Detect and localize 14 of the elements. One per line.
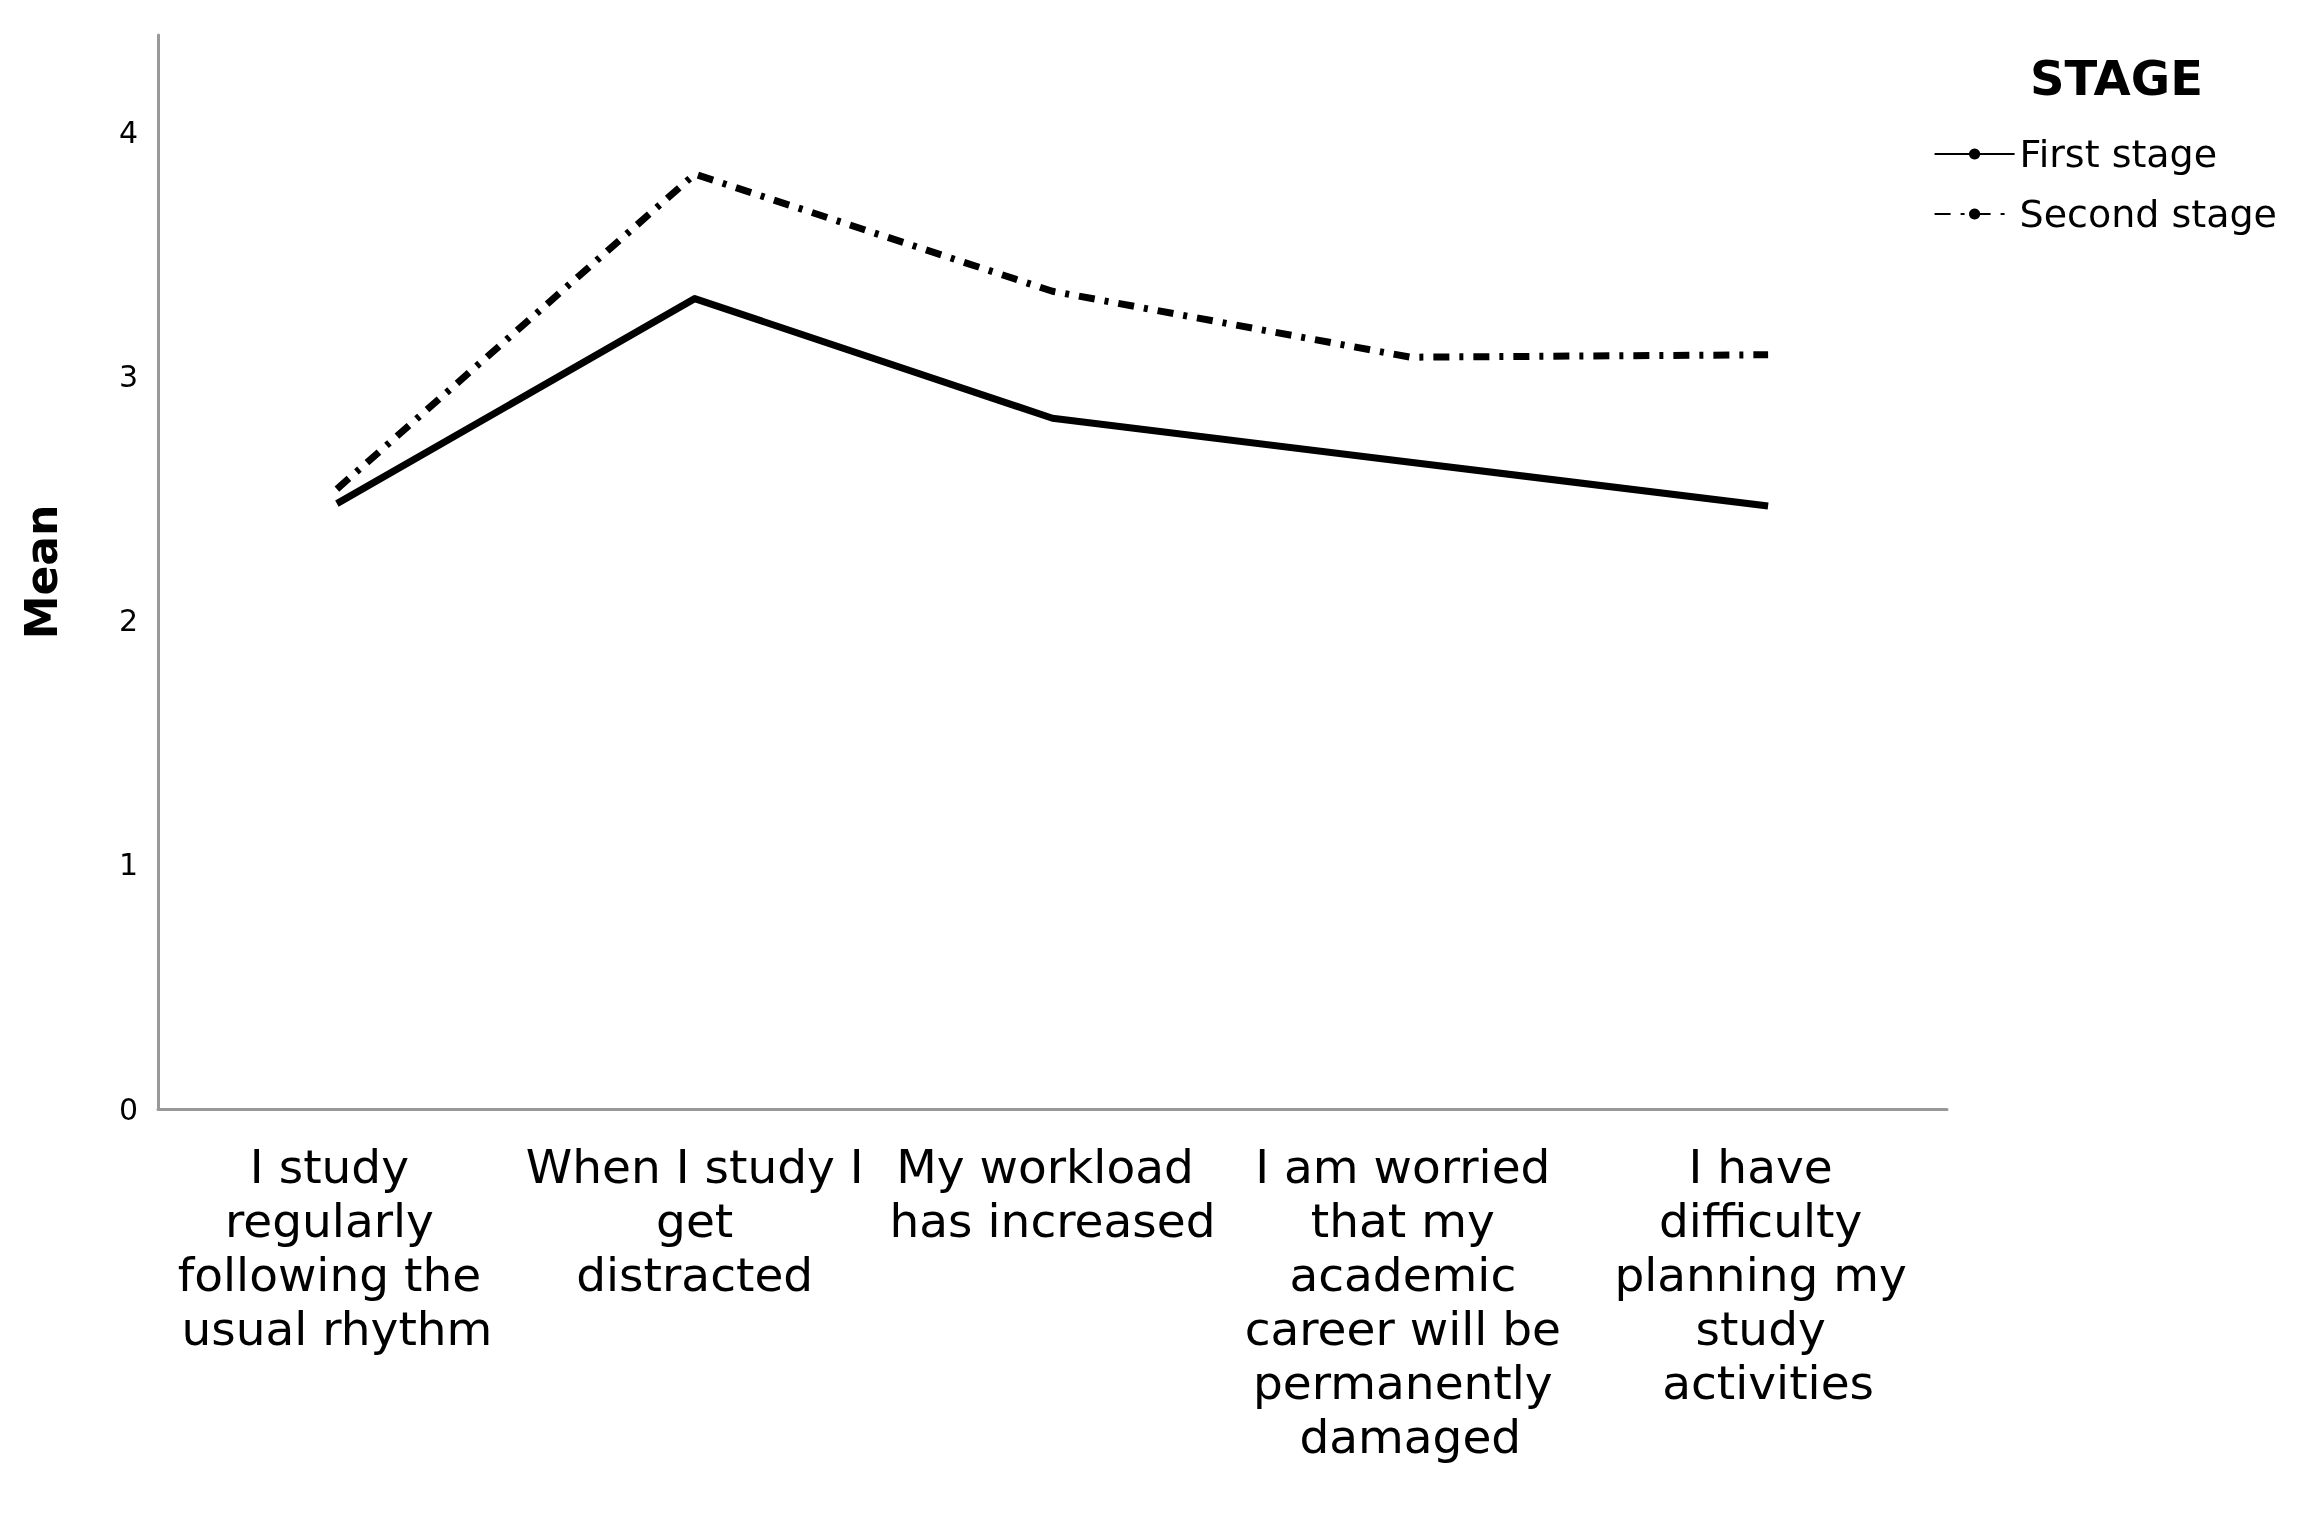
x-tick-label: When I study I get distracted	[525, 1138, 864, 1302]
legend-title: STAGE	[2030, 50, 2203, 106]
y-tick-label: 3	[118, 359, 138, 395]
x-tick-label: I have difficulty planning my study activities	[1614, 1138, 1922, 1410]
x-tick-label: I am worried that my academic career will be permanently damaged	[1244, 1138, 1576, 1464]
y-tick-label: 4	[118, 115, 138, 151]
legend-label: First stage	[2019, 132, 2218, 176]
y-axis-title: Mean	[15, 504, 67, 640]
x-tick-label: My workload has increased	[889, 1138, 1216, 1248]
y-tick-label: 1	[118, 847, 138, 883]
y-tick-label: 0	[118, 1091, 138, 1127]
legend-label: Second stage	[2019, 192, 2278, 236]
y-tick-label: 2	[118, 603, 138, 639]
x-tick-label: I study regularly following the usual rhythm	[177, 1138, 497, 1356]
